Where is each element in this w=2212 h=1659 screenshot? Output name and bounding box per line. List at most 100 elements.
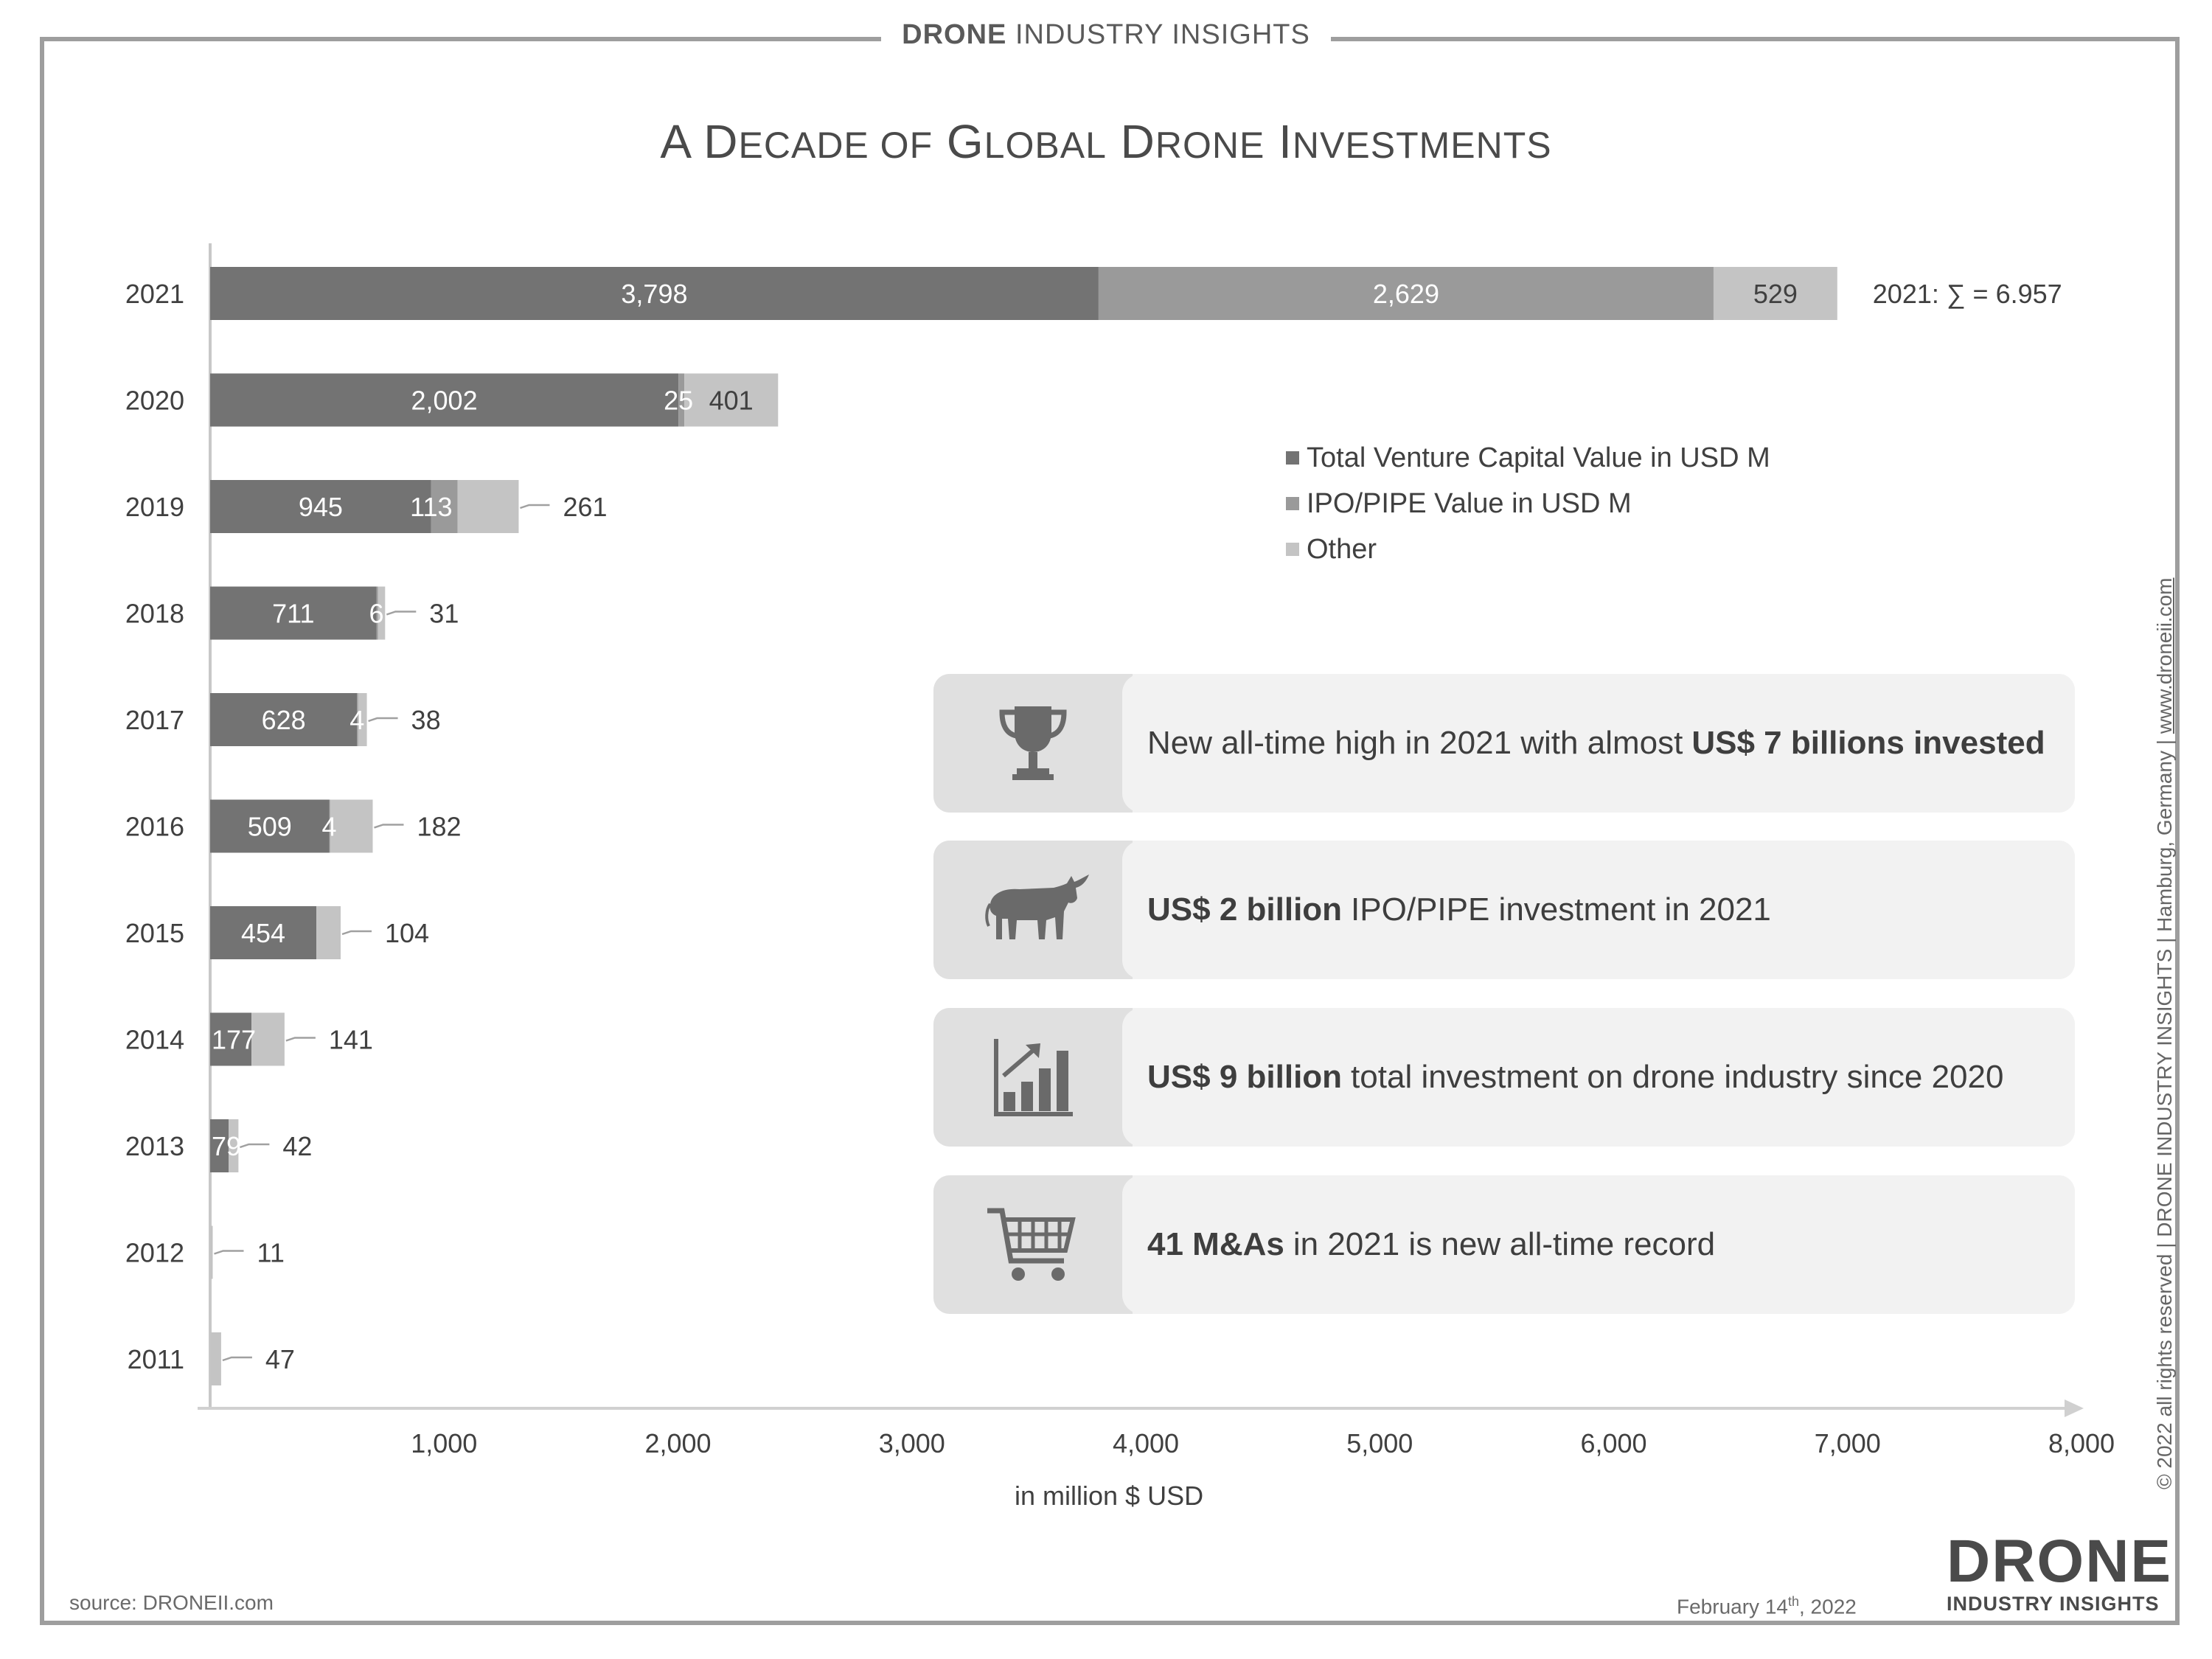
highlight-text-pre: New all-time high in 2021 with almost [1147,725,1683,761]
header-brand: DRONE INDUSTRY INSIGHTS [0,19,2212,51]
x-tick-label: 3,000 [879,1428,945,1458]
bar-segment [210,693,358,746]
bar-segment [210,267,1099,320]
data-label: 6 [369,599,384,629]
category-label: 2011 [128,1344,184,1374]
data-label: 3,798 [621,279,687,309]
data-label: 711 [272,599,314,629]
title-rest: NVESTMENTS [1292,125,1552,166]
data-label: 182 [417,812,461,842]
bar-segment [431,480,458,533]
data-label: 177 [212,1025,256,1055]
leader-line [520,504,550,509]
highlight-text: US$ 2 billion IPO/PIPE investment in 2021 [1122,841,2075,979]
legend-item: Other [1286,526,1770,572]
highlight-icon-area [933,1175,1133,1314]
legend-label: Other [1307,533,1377,565]
category-label: 2014 [125,1025,184,1055]
x-tick-label: 5,000 [1346,1428,1413,1458]
data-label: 4 [349,705,364,735]
category-label: 2013 [125,1131,184,1161]
data-label: 104 [385,918,429,948]
x-tick-label: 6,000 [1580,1428,1646,1458]
highlight-text: US$ 9 billion total investment on drone i… [1122,1008,2075,1147]
data-label: 38 [411,705,441,735]
chart-legend: Total Venture Capital Value in USD M IPO/… [1286,435,1770,572]
bar-segment [357,693,358,746]
category-label: 2018 [125,599,184,629]
logo-big: DRONE [1947,1528,2173,1595]
category-label: 2019 [125,492,184,522]
highlight-text-bold: US$ 2 billion [1147,891,1343,928]
category-label: 2021 [125,279,184,309]
highlight-text-bold: 41 M&As [1147,1226,1284,1262]
title-rest: ECADE OF [738,125,933,166]
bar-segment [210,906,317,959]
bar-segment [358,693,367,746]
highlight-text-bold: US$ 9 billion [1147,1059,1343,1095]
data-label: 113 [410,492,452,522]
leader-line [374,824,404,829]
highlight-text-bold: US$ 7 billions invested [1691,725,2045,761]
category-label: 2020 [125,386,184,416]
leader-line [239,1143,270,1149]
bar-segment [378,586,386,640]
header-brand-bold: DRONE [902,19,1007,50]
legend-swatch [1286,543,1299,556]
data-label: 529 [1753,279,1798,309]
leader-line [285,1037,316,1042]
leader-line [386,611,417,616]
title-cap: G [946,115,984,168]
title-rest: RONE [1155,125,1265,166]
publish-date: February 14th, 2022 [1677,1594,1857,1618]
date-sup: th [1787,1594,1799,1609]
highlight-card: 41 M&As in 2021 is new all-time record [933,1175,2075,1314]
leader-line [368,717,398,723]
bar-segment [210,480,431,533]
x-tick-label: 1,000 [411,1428,477,1458]
credit-link[interactable]: www.droneii.com [2153,577,2176,734]
highlight-card: US$ 2 billion IPO/PIPE investment in 2021 [933,841,2075,979]
data-label: 141 [329,1025,373,1055]
bar-segment [210,1225,213,1279]
x-tick-label: 8,000 [2048,1428,2115,1458]
bar-segment [329,799,330,853]
highlight-icon-area [933,674,1133,813]
highlight-icon-area [933,1008,1133,1147]
highlight-text-post: in 2021 is new all-time record [1293,1226,1716,1262]
data-label: 42 [282,1131,312,1161]
x-tick-label: 4,000 [1113,1428,1179,1458]
x-tick-label: 2,000 [644,1428,711,1458]
source-note: source: DRONEII.com [69,1591,274,1614]
x-tick-label: 7,000 [1815,1428,1881,1458]
date-year: , 2022 [1798,1595,1857,1618]
data-label: 509 [248,812,292,842]
data-label: 401 [709,386,754,416]
highlight-text-post: IPO/PIPE investment in 2021 [1351,891,1771,928]
bar-segment [678,373,685,427]
data-label: 31 [429,599,459,629]
legend-item: IPO/PIPE Value in USD M [1286,481,1770,526]
title-cap: I [1279,115,1293,168]
data-label: 2,629 [1373,279,1439,309]
data-label: 47 [265,1344,295,1374]
title-cap: D [1120,115,1155,168]
vertical-credit: © 2022 all rights reserved | DRONE INDUS… [2153,578,2177,1489]
category-label: 2015 [125,918,184,948]
bar-segment [210,1332,221,1385]
leader-line [341,930,372,936]
highlight-card: US$ 9 billion total investment on drone i… [933,1008,2075,1147]
brand-logo: DRONE INDUSTRY INSIGHTS [1947,1528,2173,1615]
highlight-text: 41 M&As in 2021 is new all-time record [1122,1175,2075,1314]
total-annotation: 2021: ∑ = 6.957 [1873,279,2062,309]
title-cap: A [660,115,690,168]
legend-label: Total Venture Capital Value in USD M [1307,442,1770,473]
bar-segment [210,586,377,640]
x-axis-label: in million $ USD [1015,1481,1204,1511]
header-brand-rest: INDUSTRY INSIGHTS [1006,19,1310,50]
data-label: 454 [241,918,285,948]
title-cap: D [703,115,739,168]
bar-segment [1098,267,1714,320]
bar-segment [316,906,341,959]
